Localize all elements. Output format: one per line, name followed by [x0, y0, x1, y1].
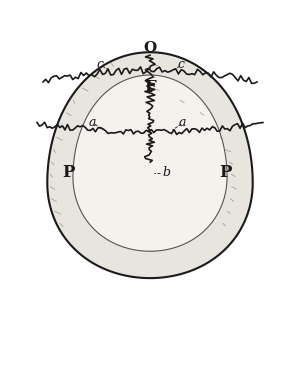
Polygon shape	[73, 75, 227, 251]
Text: a: a	[88, 116, 96, 128]
Text: c: c	[96, 58, 103, 71]
Text: b: b	[162, 166, 170, 179]
Text: O: O	[143, 41, 157, 55]
Text: a: a	[179, 116, 186, 128]
Text: F: F	[144, 79, 156, 96]
Text: alamy - 2CF0FY9: alamy - 2CF0FY9	[103, 348, 197, 358]
Text: c: c	[178, 58, 185, 71]
Text: P: P	[220, 164, 232, 181]
Polygon shape	[47, 52, 253, 278]
Text: P: P	[62, 164, 74, 181]
